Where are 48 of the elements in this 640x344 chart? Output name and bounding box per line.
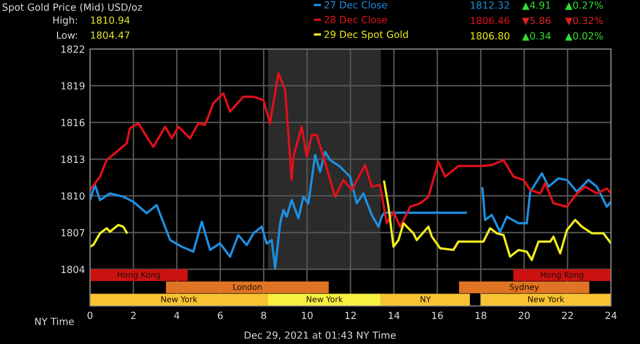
band-label: Hong Kong [541,272,584,280]
text: 1810.94 [91,16,130,24]
x-tick-label: 22 [562,312,573,319]
text: ▲0.34 [522,32,551,41]
legend-label: 29 Dec Spot Gold [324,30,408,40]
text: ▼0.32% [565,16,603,26]
x-tick-label: 2 [131,312,136,319]
x-tick-label: 20 [518,312,530,320]
text: Dec 29, 2021 at 01:43 NY Time [244,331,396,340]
band-label: London [233,284,262,290]
y-tick-label: 1804 [61,266,85,274]
x-axis-title: NY Time [35,318,74,326]
y-tick-label: 1816 [61,118,85,126]
y-tick-label: 1822 [61,45,84,53]
text: ▼5.86 [522,16,551,26]
x-tick-label: 16 [432,312,443,320]
band-label: NY [420,296,431,302]
band-label: Sydney [510,284,539,292]
x-tick-label: 4 [174,312,180,319]
x-tick-label: 8 [261,312,266,320]
y-tick-label: 1819 [61,82,84,90]
x-tick-label: 6 [218,312,223,320]
text: 1812.32 [470,1,510,9]
y-tick-label: 1813 [61,156,84,163]
x-tick-label: 18 [476,312,486,320]
text: ▲0.02% [565,32,603,41]
text: High: [53,16,77,26]
x-tick-label: 24 [606,312,617,319]
x-tick-label: 0 [88,312,92,320]
text: 1806.80 [470,32,510,40]
text: 1806.46 [470,16,510,24]
x-tick-label: 12 [345,312,356,319]
legend-label: 28 Dec Close [324,16,388,24]
band-label: Hong Kong [118,272,160,280]
text: 1804.47 [91,31,130,39]
band-label: New York [528,296,564,302]
y-tick-label: 1807 [61,229,84,236]
text: ▲0.27% [565,1,603,10]
band-label: New York [161,296,198,302]
band-label: New York [306,296,343,302]
x-tick-label: 14 [388,312,400,319]
x-tick-label: 10 [302,312,313,320]
text: Low: [57,32,77,39]
text: ▲4.91 [522,1,550,10]
legend-label: 27 Dec Close [324,1,388,9]
chart-title: Spot Gold Price (Mid) USD/oz [2,3,142,13]
y-tick-label: 1810 [61,192,84,200]
line-series [90,72,611,228]
